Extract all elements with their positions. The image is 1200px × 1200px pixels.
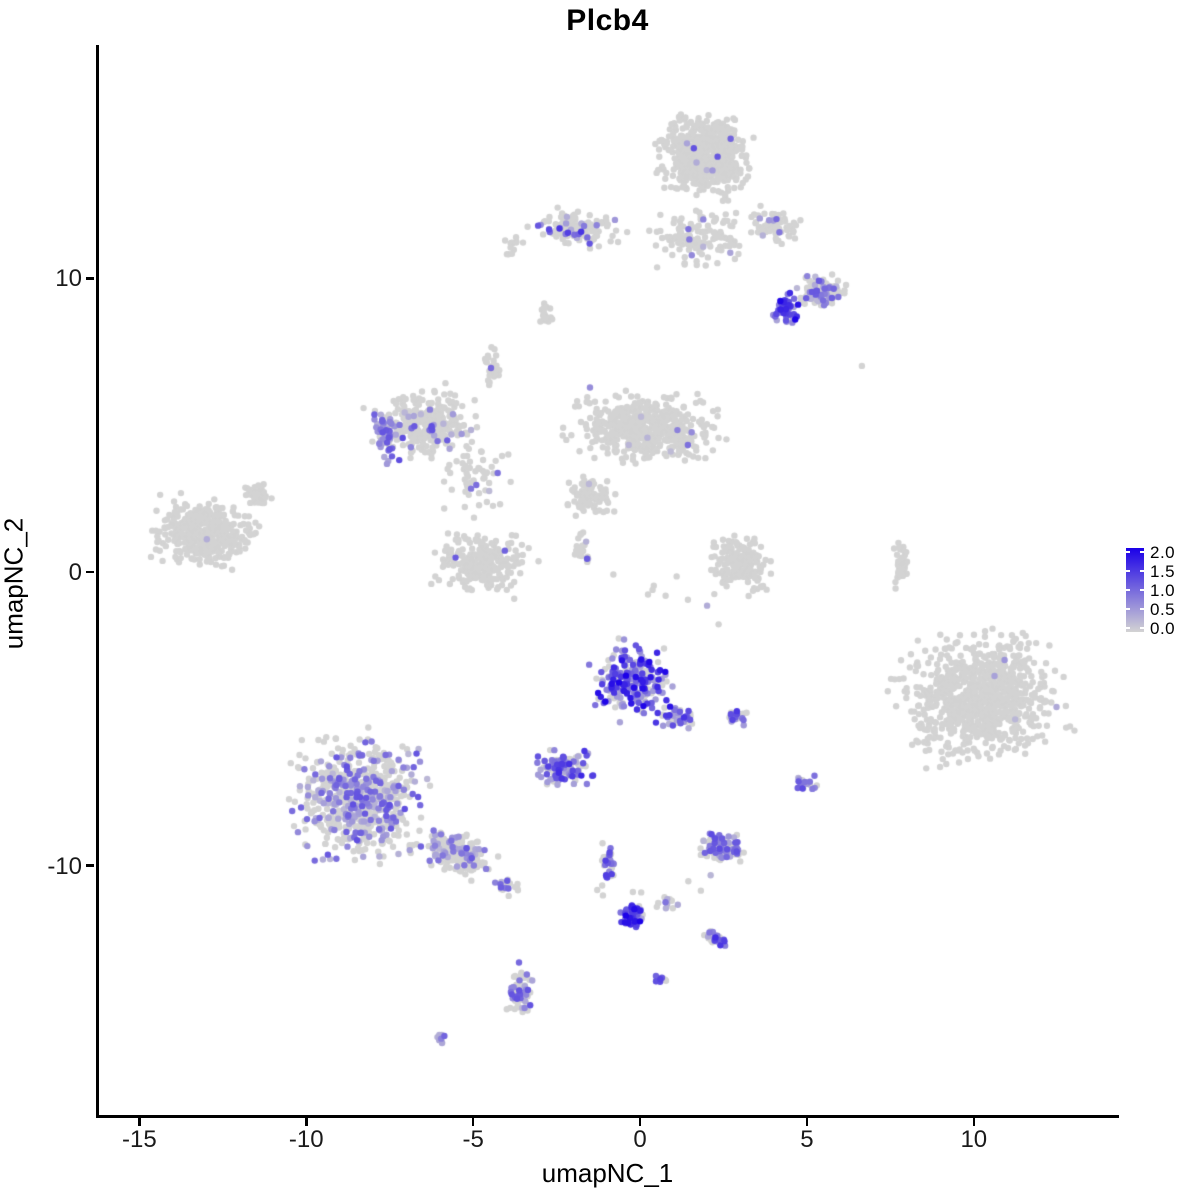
legend-colorbar-tick: [1126, 589, 1130, 591]
legend-colorbar-tick: [1126, 570, 1130, 572]
y-tick-mark: [86, 570, 94, 574]
legend-colorbar-tick: [1140, 608, 1144, 610]
x-tick-label: -10: [288, 1126, 324, 1153]
legend-colorbar-tick: [1126, 551, 1130, 553]
legend-tick-label: 2.0: [1150, 543, 1176, 562]
x-tick-mark: [305, 1118, 308, 1126]
scatter-canvas: [99, 45, 1119, 1115]
y-tick-label: -10: [47, 852, 82, 880]
x-tick-mark: [805, 1118, 809, 1126]
legend-colorbar-tick: [1140, 627, 1144, 629]
plot-title: Plcb4: [566, 4, 649, 37]
x-tick-mark: [138, 1118, 141, 1126]
legend-tick-label: 1.5: [1150, 562, 1176, 581]
x-tick-mark: [471, 1118, 475, 1126]
x-tick-label: 10: [960, 1126, 988, 1153]
x-tick-label: -15: [122, 1126, 157, 1153]
x-tick-label: 5: [800, 1126, 814, 1153]
plot-panel: [96, 45, 1119, 1118]
legend-tick-label: 0.0: [1150, 619, 1176, 638]
legend-colorbar-tick: [1126, 627, 1130, 629]
legend-colorbar-tick: [1140, 589, 1144, 591]
expression-legend: 2.0 1.5 1.0 0.5 0.0: [1124, 543, 1200, 638]
x-tick-label: -5: [462, 1126, 484, 1153]
x-tick-mark: [972, 1118, 976, 1126]
x-axis-title: umapNC_1: [541, 1158, 674, 1188]
y-tick-label: 10: [55, 265, 82, 293]
y-tick-mark: [86, 277, 94, 280]
legend-colorbar-tick: [1126, 608, 1130, 610]
x-tick-label: 0: [633, 1126, 647, 1153]
legend-tick-label: 1.0: [1150, 581, 1176, 600]
legend-colorbar-tick: [1140, 551, 1144, 553]
y-tick-label: 0: [68, 558, 82, 586]
y-axis-title: umapNC_2: [0, 517, 29, 650]
legend-colorbar: [1126, 548, 1144, 632]
legend-tick-label: 0.5: [1150, 600, 1176, 619]
x-tick-mark: [638, 1118, 642, 1126]
legend-colorbar-tick: [1140, 570, 1144, 572]
y-tick-mark: [86, 864, 94, 867]
